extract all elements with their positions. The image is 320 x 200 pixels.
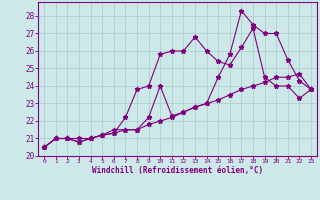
X-axis label: Windchill (Refroidissement éolien,°C): Windchill (Refroidissement éolien,°C) <box>92 166 263 175</box>
